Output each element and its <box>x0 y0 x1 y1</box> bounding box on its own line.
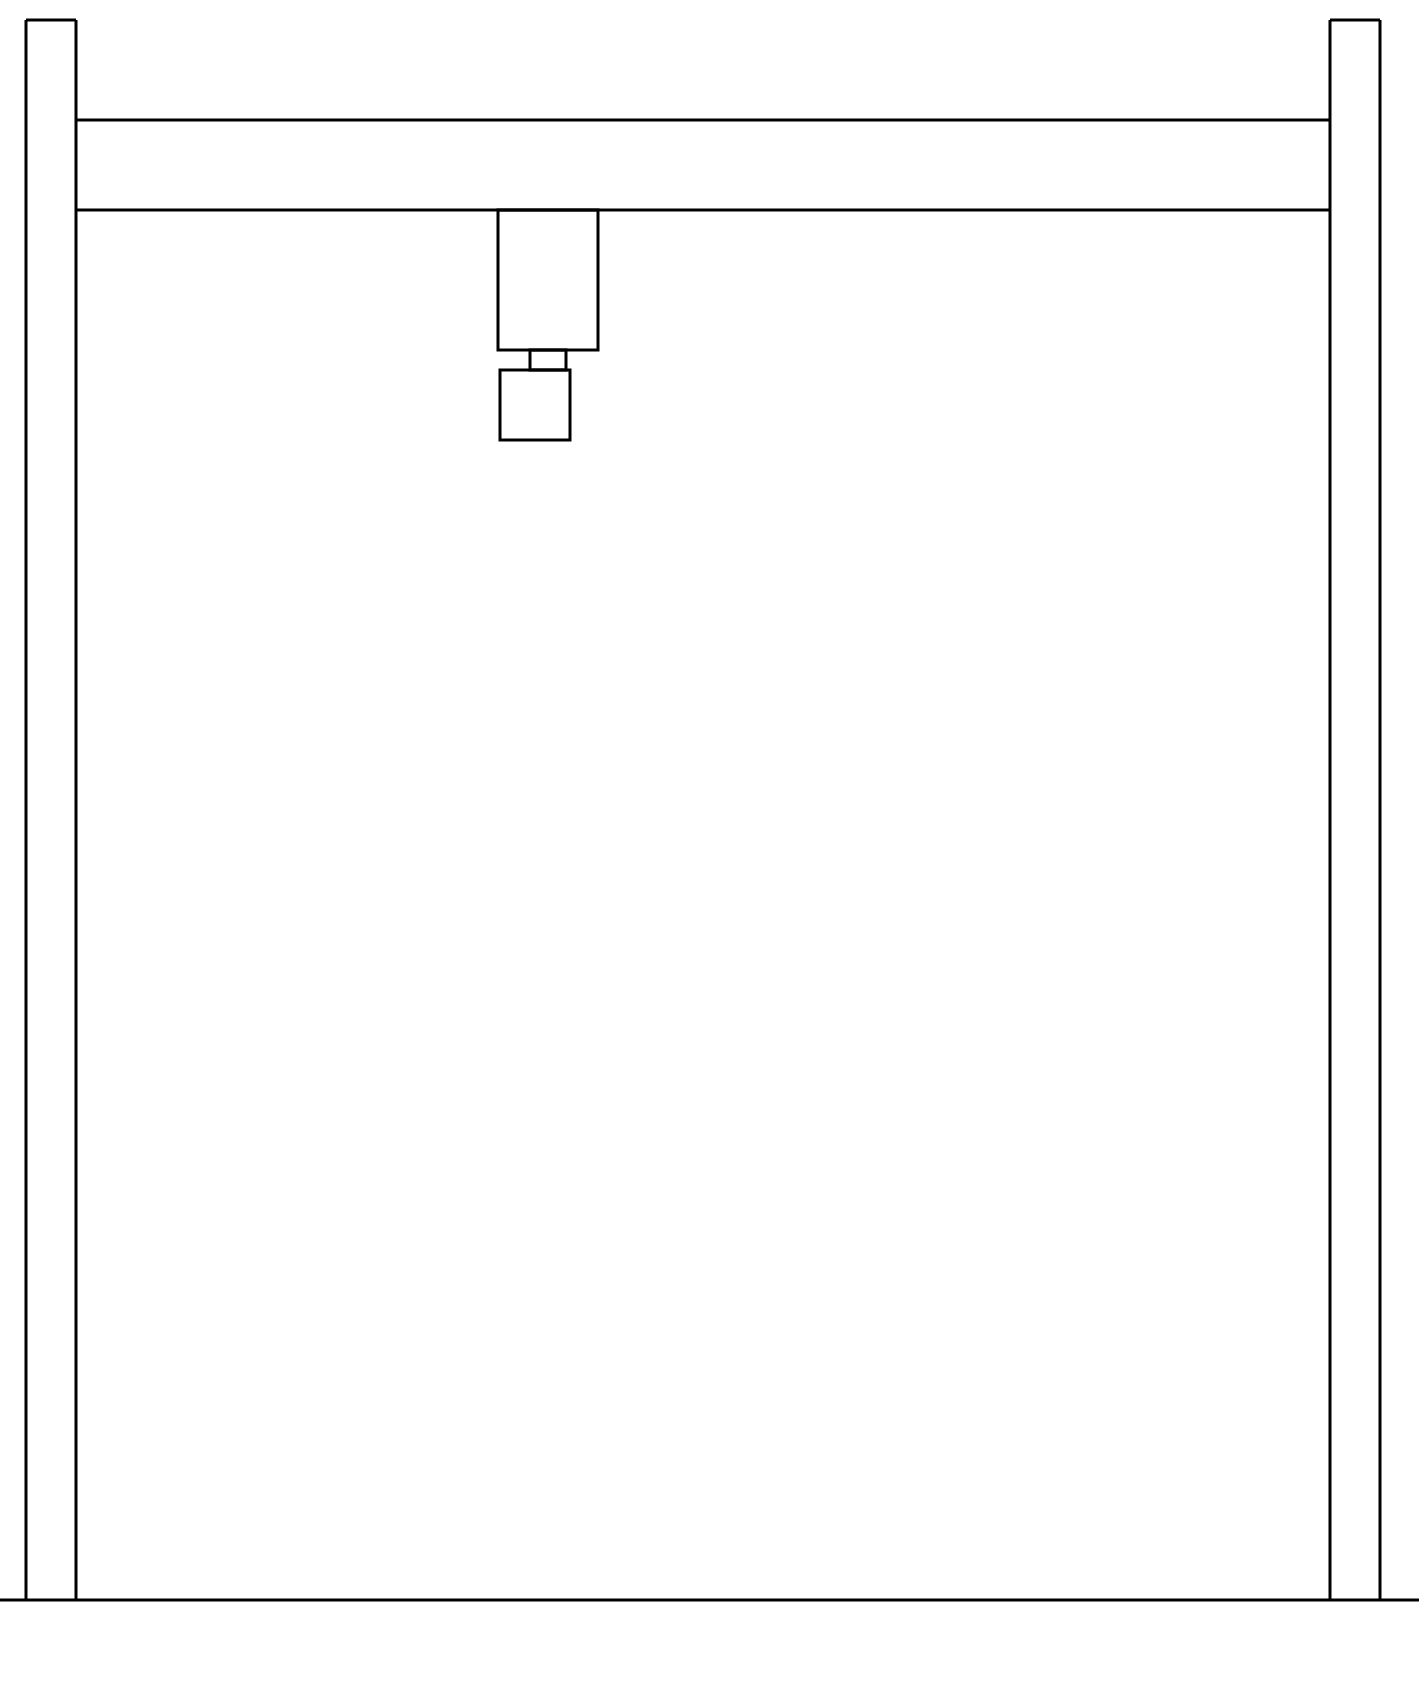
svg-rect-11 <box>500 370 570 440</box>
svg-rect-10 <box>530 350 566 370</box>
svg-rect-9 <box>498 210 598 350</box>
